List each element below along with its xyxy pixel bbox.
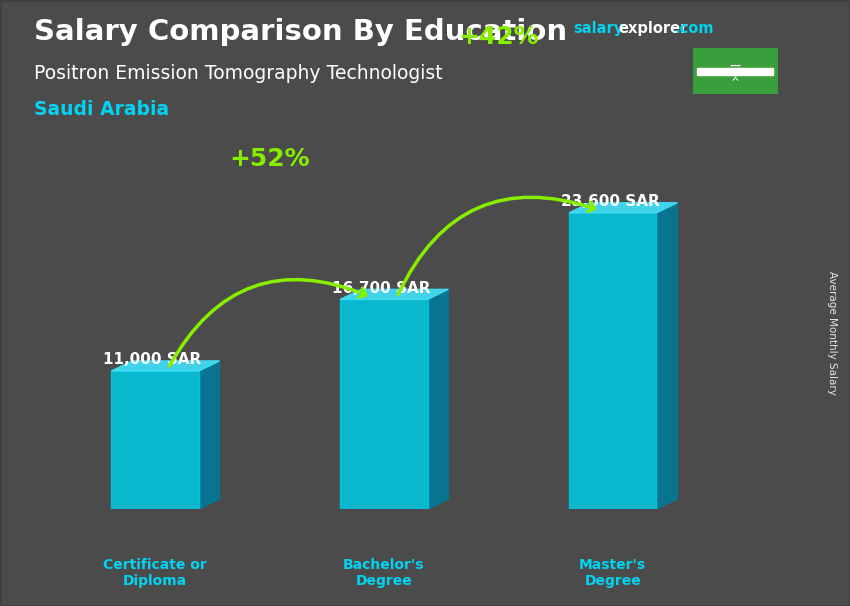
Polygon shape	[656, 203, 677, 509]
Text: Positron Emission Tomography Technologist: Positron Emission Tomography Technologis…	[34, 64, 443, 82]
Text: ⚔: ⚔	[731, 73, 740, 83]
Text: Master's
Degree: Master's Degree	[579, 558, 646, 588]
Text: +42%: +42%	[458, 25, 539, 49]
Text: salary: salary	[574, 21, 624, 36]
Polygon shape	[569, 203, 677, 213]
Text: Bachelor's
Degree: Bachelor's Degree	[343, 558, 425, 588]
Bar	[697, 67, 774, 75]
Text: Average Monthly Salary: Average Monthly Salary	[827, 271, 837, 395]
Text: Salary Comparison By Education: Salary Comparison By Education	[34, 18, 567, 46]
Text: Saudi Arabia: Saudi Arabia	[34, 100, 169, 119]
Text: +52%: +52%	[230, 147, 309, 171]
Text: 16,700 SAR: 16,700 SAR	[332, 281, 430, 296]
Text: explorer: explorer	[619, 21, 688, 36]
Polygon shape	[569, 213, 656, 509]
Text: .com: .com	[674, 21, 713, 36]
Polygon shape	[340, 299, 428, 509]
Text: 11,000 SAR: 11,000 SAR	[103, 352, 201, 367]
Text: 23,600 SAR: 23,600 SAR	[561, 194, 660, 209]
Polygon shape	[199, 361, 219, 509]
Text: Certificate or
Diploma: Certificate or Diploma	[103, 558, 207, 588]
Polygon shape	[111, 361, 219, 371]
Text: —: —	[729, 61, 741, 71]
Polygon shape	[111, 371, 199, 509]
Polygon shape	[428, 289, 449, 509]
Polygon shape	[340, 289, 449, 299]
